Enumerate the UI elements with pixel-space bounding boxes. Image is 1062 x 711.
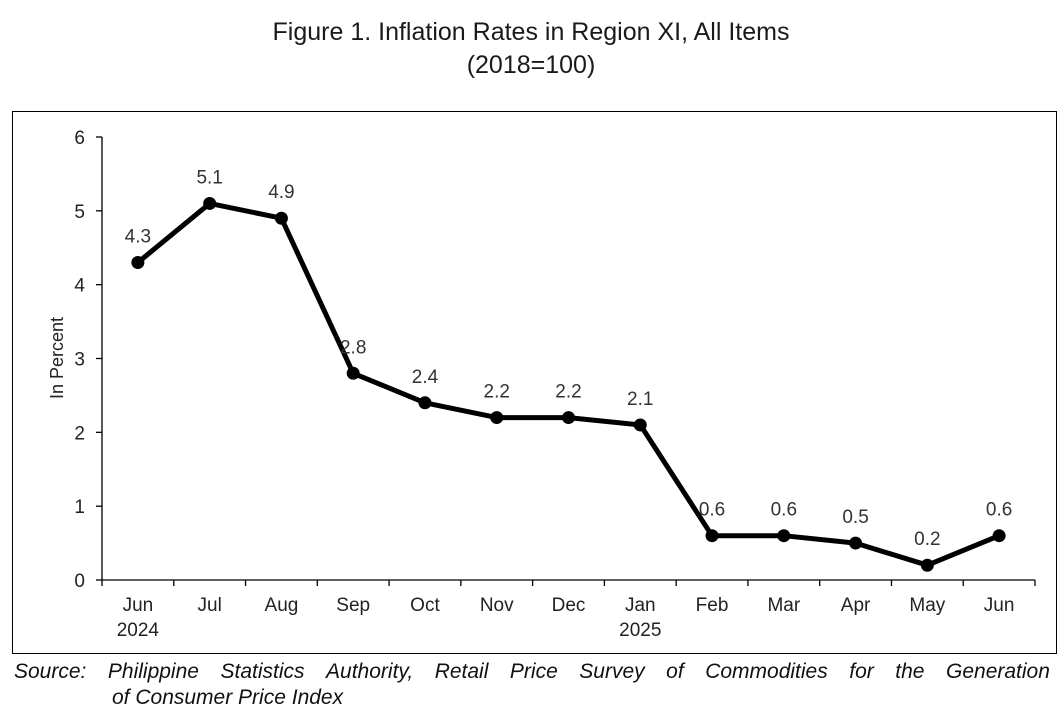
source-word: Authority, [326, 660, 414, 683]
data-point [633, 418, 647, 432]
y-tick-label: 0 [74, 571, 85, 592]
x-tick-label: Dec [552, 595, 586, 616]
source-word: the [895, 660, 925, 683]
x-tick-label: Mar [767, 595, 800, 616]
data-point [992, 529, 1006, 543]
x-tick-label: Aug [265, 595, 299, 616]
chart-subtitle: (2018=100) [466, 51, 596, 79]
x-tick-label: Jan [625, 595, 656, 616]
x-tick-label: Jun [984, 595, 1015, 616]
source-word: Philippine [107, 660, 199, 683]
source-word: Generation [946, 660, 1050, 683]
y-tick-label: 6 [74, 128, 85, 149]
data-label: 0.5 [842, 507, 868, 528]
data-point [203, 196, 217, 210]
x-tick-label: Jul [198, 595, 222, 616]
x-tick-label: Jun [123, 595, 154, 616]
source-line-1: Source: Philippine Statistics Authority, Ret… [14, 659, 1050, 685]
data-point [777, 529, 791, 543]
y-tick-label: 3 [74, 350, 85, 371]
x-tick-label: Feb [696, 595, 729, 616]
data-label: 4.9 [268, 182, 294, 203]
data-label: 5.1 [196, 167, 222, 188]
x-tick-label: May [909, 595, 945, 616]
source-word: Commodities [705, 660, 828, 683]
data-label: 2.2 [555, 382, 581, 403]
x-tick-label: Sep [336, 595, 370, 616]
data-label: 0.2 [914, 529, 940, 550]
data-point [418, 396, 432, 410]
data-point [274, 211, 288, 225]
source-word: Retail [434, 660, 489, 683]
y-tick-label: 1 [74, 497, 85, 518]
x-tick-label: Nov [480, 595, 514, 616]
data-point [346, 366, 360, 380]
y-tick-label: 4 [74, 276, 85, 297]
x-tick-label: Apr [841, 595, 871, 616]
data-label: 2.8 [340, 337, 366, 358]
data-label: 0.6 [771, 500, 797, 521]
source-word: Survey [579, 660, 645, 683]
data-point [920, 558, 934, 572]
data-label: 2.4 [412, 367, 439, 388]
source-word: Statistics [220, 660, 305, 683]
data-label: 4.3 [125, 227, 151, 248]
x-year-label: 2024 [117, 620, 160, 641]
source-word: Source: [14, 660, 87, 683]
data-point [705, 529, 719, 543]
source-word: Price [509, 660, 558, 683]
data-label: 0.6 [699, 500, 725, 521]
data-label: 0.6 [986, 500, 1012, 521]
x-year-label: 2025 [619, 620, 661, 641]
chart-frame [12, 111, 1057, 654]
source-word: for [849, 660, 874, 683]
y-tick-label: 2 [74, 423, 85, 444]
data-point [490, 411, 504, 425]
data-label: 2.2 [484, 382, 510, 403]
x-tick-label: Oct [410, 595, 440, 616]
source-line-2: of Consumer Price Index [112, 686, 344, 709]
line-chart: 0 1 2 3 4 5 6 In Percent Jun 2024 Jul Aug Sep Oct Nov D… [47, 128, 1036, 641]
data-point [131, 256, 145, 270]
y-axis-label: In Percent [47, 317, 67, 399]
data-point [562, 411, 575, 425]
source-note: Source: Philippine Statistics Authority, Ret… [14, 659, 1050, 711]
data-label: 2.1 [627, 389, 653, 410]
data-point [849, 536, 863, 550]
y-tick-label: 5 [74, 202, 85, 223]
source-word: of [666, 660, 684, 683]
chart-title: Figure 1. Inflation Rates in Region XI, … [272, 18, 790, 46]
